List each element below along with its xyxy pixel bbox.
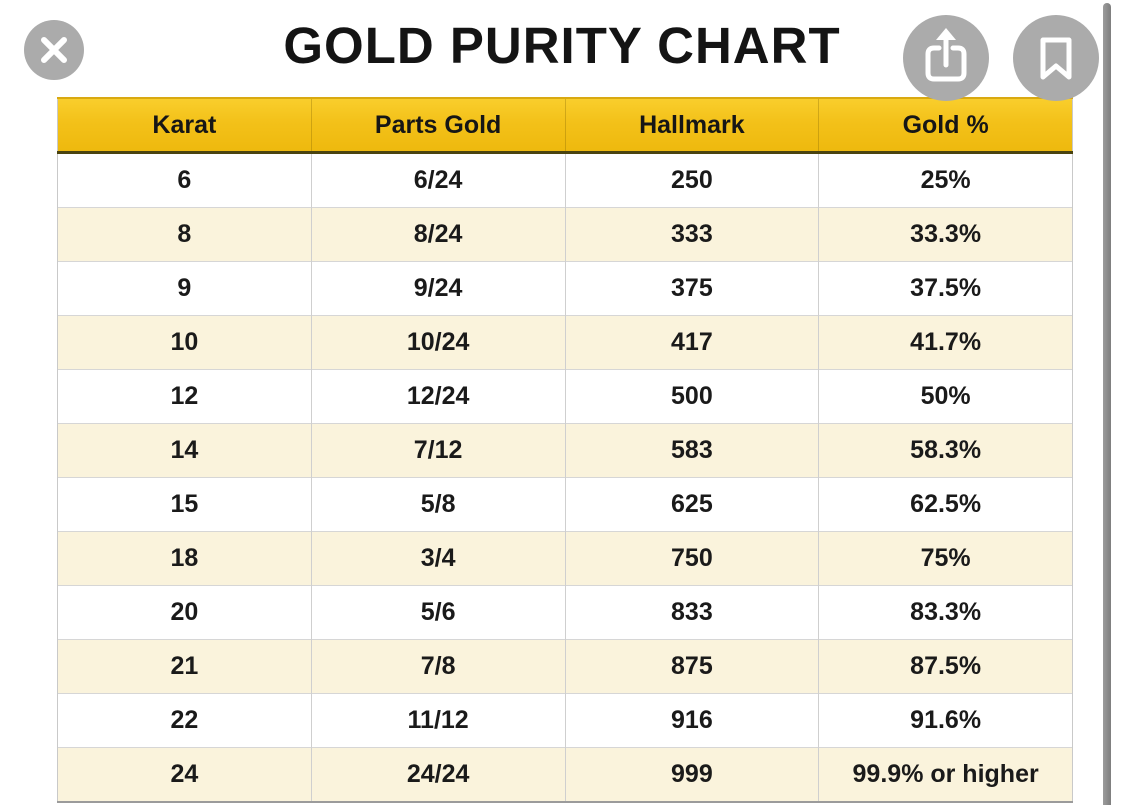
table-cell: 8 bbox=[57, 207, 312, 262]
table-cell: 15 bbox=[57, 477, 312, 532]
table-cell: 18 bbox=[57, 531, 312, 586]
table-cell: 6/24 bbox=[310, 152, 565, 208]
column-header-karat: Karat bbox=[57, 97, 312, 154]
gold-purity-table: Karat Parts Gold Hallmark Gold % 6 6/24 25… bbox=[57, 97, 1073, 803]
table-cell: 11/12 bbox=[310, 693, 565, 748]
table-cell: 3/4 bbox=[310, 531, 565, 586]
table-cell: 75% bbox=[818, 531, 1073, 586]
table-cell: 333 bbox=[564, 207, 819, 262]
table-cell: 58.3% bbox=[818, 423, 1073, 478]
page-title: GOLD PURITY CHART bbox=[283, 17, 841, 74]
close-button[interactable] bbox=[24, 20, 84, 80]
table-cell: 417 bbox=[564, 315, 819, 370]
table-cell: 875 bbox=[564, 639, 819, 694]
table-cell: 10 bbox=[57, 315, 312, 370]
table-cell: 916 bbox=[564, 693, 819, 748]
vertical-scrollbar[interactable] bbox=[1103, 3, 1111, 805]
share-button[interactable] bbox=[903, 15, 989, 101]
table-cell: 625 bbox=[564, 477, 819, 532]
table-body: 6 6/24 250 25% 8 8/24 333 33.3% 9 9/24 375 37.5% 10 1… bbox=[57, 152, 1073, 803]
table-cell: 62.5% bbox=[818, 477, 1073, 532]
column-header-parts-gold: Parts Gold bbox=[310, 97, 565, 154]
column-header-gold-pct: Gold % bbox=[818, 97, 1073, 154]
table-cell: 25% bbox=[818, 152, 1073, 208]
table-cell: 14 bbox=[57, 423, 312, 478]
bookmark-icon bbox=[1013, 15, 1099, 101]
table-row: 9 9/24 375 37.5% bbox=[57, 261, 1073, 316]
table-cell: 50% bbox=[818, 369, 1073, 424]
table-cell: 22 bbox=[57, 693, 312, 748]
table-row: 15 5/8 625 62.5% bbox=[57, 477, 1073, 532]
table-cell: 7/8 bbox=[310, 639, 565, 694]
table-row: 20 5/6 833 83.3% bbox=[57, 585, 1073, 640]
table-row: 24 24/24 999 99.9% or higher bbox=[57, 747, 1073, 803]
table-header: Karat Parts Gold Hallmark Gold % bbox=[57, 97, 1073, 154]
table-cell: 12/24 bbox=[310, 369, 565, 424]
table-cell: 5/8 bbox=[310, 477, 565, 532]
table-cell: 6 bbox=[57, 152, 312, 208]
table-cell: 87.5% bbox=[818, 639, 1073, 694]
table-cell: 750 bbox=[564, 531, 819, 586]
table-cell: 12 bbox=[57, 369, 312, 424]
table-row: 14 7/12 583 58.3% bbox=[57, 423, 1073, 478]
table-cell: 37.5% bbox=[818, 261, 1073, 316]
table-cell: 21 bbox=[57, 639, 312, 694]
table-cell: 24/24 bbox=[310, 747, 565, 803]
header-row: Karat Parts Gold Hallmark Gold % bbox=[57, 97, 1073, 154]
table-cell: 20 bbox=[57, 585, 312, 640]
table-cell: 9 bbox=[57, 261, 312, 316]
table-row: 8 8/24 333 33.3% bbox=[57, 207, 1073, 262]
column-header-hallmark: Hallmark bbox=[564, 97, 819, 154]
table-cell: 8/24 bbox=[310, 207, 565, 262]
table-cell: 375 bbox=[564, 261, 819, 316]
share-icon bbox=[903, 15, 989, 101]
table-row: 12 12/24 500 50% bbox=[57, 369, 1073, 424]
table-cell: 41.7% bbox=[818, 315, 1073, 370]
bookmark-button[interactable] bbox=[1013, 15, 1099, 101]
table-row: 18 3/4 750 75% bbox=[57, 531, 1073, 586]
table-cell: 9/24 bbox=[310, 261, 565, 316]
table-row: 22 11/12 916 91.6% bbox=[57, 693, 1073, 748]
table-cell: 583 bbox=[564, 423, 819, 478]
table-cell: 250 bbox=[564, 152, 819, 208]
table-cell: 99.9% or higher bbox=[818, 747, 1073, 803]
table-cell: 10/24 bbox=[310, 315, 565, 370]
table-row: 6 6/24 250 25% bbox=[57, 152, 1073, 208]
table-cell: 999 bbox=[564, 747, 819, 803]
table-cell: 5/6 bbox=[310, 585, 565, 640]
table-cell: 24 bbox=[57, 747, 312, 803]
table-row: 10 10/24 417 41.7% bbox=[57, 315, 1073, 370]
table-cell: 33.3% bbox=[818, 207, 1073, 262]
table-cell: 833 bbox=[564, 585, 819, 640]
close-icon bbox=[24, 20, 84, 80]
table-cell: 7/12 bbox=[310, 423, 565, 478]
table-cell: 91.6% bbox=[818, 693, 1073, 748]
table-cell: 83.3% bbox=[818, 585, 1073, 640]
table-cell: 500 bbox=[564, 369, 819, 424]
table-row: 21 7/8 875 87.5% bbox=[57, 639, 1073, 694]
